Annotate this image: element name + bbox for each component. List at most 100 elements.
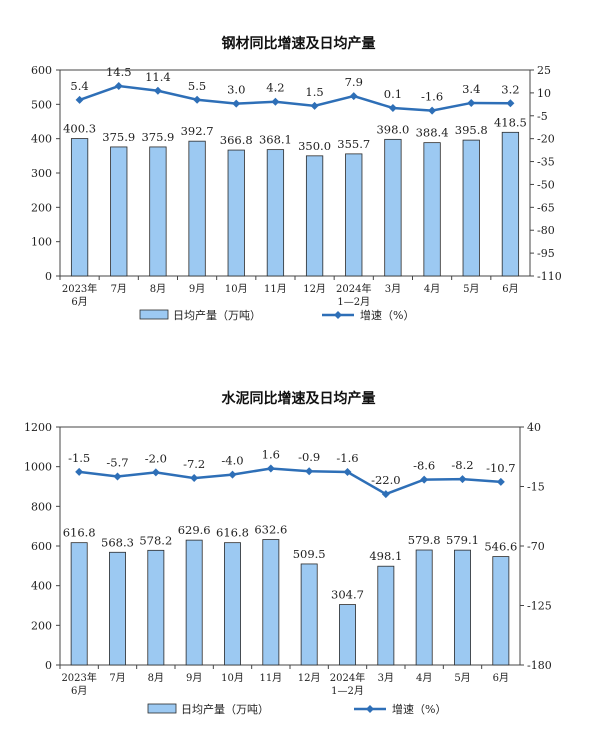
- steel-growth-value-label: 3.2: [501, 82, 519, 96]
- steel-bar: [462, 139, 480, 277]
- steel-growth-value-label: 0.1: [384, 87, 402, 101]
- cement-bar-value-label: 629.6: [178, 523, 211, 537]
- cement-bar-value-label: 632.6: [254, 523, 287, 537]
- cement-growth-value-label: -22.0: [371, 473, 401, 487]
- cement-growth-value-label: -0.9: [298, 450, 320, 464]
- steel-bar: [345, 153, 363, 277]
- cement-growth-point: [496, 477, 505, 486]
- steel-chart-title: 钢材同比增速及日均产量: [221, 36, 376, 52]
- cement-right-tick-label: -15: [527, 481, 545, 494]
- cement-x-tick-label: 7月: [109, 672, 125, 684]
- cement-left-tick-label: 800: [31, 500, 52, 513]
- cement-legend-bar-label: 日均产量（万吨）: [181, 702, 269, 716]
- cement-growth-point: [458, 475, 467, 484]
- steel-left-tick-label: 0: [45, 270, 52, 283]
- cement-bar-value-label: 498.1: [369, 549, 402, 563]
- cement-bar: [415, 549, 433, 666]
- steel-x-tick-label: 4月: [424, 283, 440, 295]
- cement-growth-point: [266, 464, 275, 473]
- steel-growth-value-label: 1.5: [305, 85, 323, 99]
- cement-bar: [300, 563, 318, 666]
- steel-growth-point: [506, 99, 515, 108]
- steel-right-tick-label: 25: [537, 64, 551, 77]
- cement-growth-value-label: -7.2: [183, 457, 205, 471]
- cement-right-tick-label: 40: [527, 421, 541, 434]
- cement-bar: [454, 549, 471, 666]
- cement-x-tick-label: 5月: [454, 672, 470, 684]
- steel-growth-value-label: 11.4: [145, 70, 171, 84]
- cement-bar-value-label: 578.2: [139, 533, 172, 547]
- steel-x-tick-label: 2024年: [336, 282, 371, 295]
- steel-x-tick-label: 7月: [111, 283, 127, 295]
- cement-legend-line-marker: [366, 705, 374, 713]
- steel-bar-value-label: 388.4: [416, 126, 449, 140]
- cement-growth-value-label: -10.7: [486, 461, 516, 475]
- cement-x-tick-label: 9月: [186, 672, 202, 684]
- cement-x-tick-label: 8月: [148, 672, 164, 684]
- cement-growth-point: [151, 468, 160, 477]
- cement-right-tick-label: -180: [527, 659, 552, 672]
- cement-x-tick-label: 6月: [493, 672, 509, 684]
- cement-x-tick-label: 4月: [416, 672, 432, 684]
- cement-left-tick-label: 400: [31, 580, 52, 593]
- cement-left-tick-label: 1000: [24, 461, 52, 474]
- steel-bar-value-label: 368.1: [259, 133, 292, 147]
- cement-growth-value-label: -8.6: [413, 459, 435, 473]
- steel-left-tick-label: 100: [31, 236, 52, 249]
- steel-growth-value-label: 5.5: [188, 79, 206, 93]
- steel-chart: 0 100 200 300 400 500 600 -110 -95 -80 -65 -50 -35 -2…: [31, 64, 562, 322]
- steel-x-tick-label: 2023年: [62, 282, 97, 295]
- steel-growth-point: [232, 99, 241, 108]
- cement-growth-value-label: -2.0: [145, 451, 167, 465]
- steel-x-tick-label: 5月: [463, 283, 479, 295]
- cement-bar-value-label: 579.8: [408, 533, 441, 547]
- cement-bar-value-label: 616.8: [63, 526, 96, 540]
- steel-x-tick-label: 12月: [303, 283, 326, 295]
- steel-right-tick-label: -65: [537, 201, 555, 214]
- steel-x-tick-label: 1—2月: [337, 296, 370, 308]
- steel-legend-line-marker: [334, 311, 342, 319]
- cement-x-tick-label: 2024年: [330, 671, 365, 684]
- cement-growth-point: [305, 467, 314, 476]
- steel-bar: [305, 155, 324, 277]
- steel-growth-point: [114, 82, 123, 91]
- steel-left-tick-label: 600: [31, 64, 52, 77]
- steel-growth-line: [79, 84, 511, 112]
- steel-growth-value-label: 7.9: [345, 75, 363, 89]
- steel-growth-value-label: 14.5: [106, 65, 132, 79]
- cement-growth-value-label: -8.2: [451, 458, 473, 472]
- cement-bar-value-label: 579.1: [446, 533, 479, 547]
- steel-growth-value-label: 5.4: [70, 79, 88, 93]
- cement-growth-point: [420, 475, 429, 484]
- steel-plot-frame: [59, 69, 531, 277]
- cement-left-tick-label: 600: [31, 540, 52, 553]
- steel-left-tick-label: 500: [31, 98, 52, 111]
- cement-left-tick-label: 1200: [24, 421, 52, 434]
- steel-right-tick-label: -20: [537, 133, 555, 146]
- steel-right-tick-label: -95: [537, 247, 555, 260]
- steel-bar-value-label: 355.7: [337, 137, 370, 151]
- steel-bar-value-label: 375.9: [141, 130, 174, 144]
- steel-growth-point: [467, 98, 476, 107]
- steel-bar: [70, 138, 89, 277]
- steel-bar-value-label: 418.5: [494, 115, 527, 129]
- cement-bar-value-label: 304.7: [331, 588, 364, 602]
- steel-growth-value-label: -1.6: [421, 90, 443, 104]
- steel-bar-value-label: 366.8: [220, 133, 253, 147]
- cement-chart-title: 水泥同比增速及日均产量: [221, 391, 376, 407]
- cement-growth-value-label: -1.6: [336, 451, 358, 465]
- cement-x-tick-label: 10月: [221, 672, 244, 684]
- cement-chart: 0 200 400 600 800 1000 1200 -180 -125 -70 -15 40 616…: [24, 421, 552, 716]
- cement-x-tick-label: 2023年: [61, 671, 96, 684]
- steel-bar: [501, 131, 520, 277]
- steel-bar-value-label: 375.9: [102, 130, 135, 144]
- steel-x-tick-label: 6月: [502, 283, 518, 295]
- steel-growth-point: [193, 95, 202, 104]
- steel-bar: [110, 146, 128, 277]
- cement-growth-line: [79, 467, 501, 496]
- steel-bar-value-label: 400.3: [63, 122, 96, 136]
- cement-x-tick-label: 3月: [378, 672, 394, 684]
- steel-bar: [266, 149, 285, 277]
- steel-growth-value-label: 3.4: [462, 82, 480, 96]
- steel-x-tick-label: 8月: [150, 283, 166, 295]
